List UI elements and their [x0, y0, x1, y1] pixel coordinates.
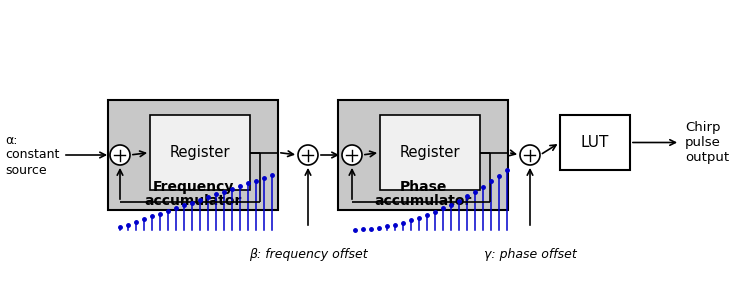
Text: γ: phase offset: γ: phase offset [483, 248, 576, 261]
Circle shape [298, 145, 318, 165]
Text: α:
constant
source: α: constant source [5, 133, 59, 176]
Bar [338, 100, 508, 210]
Circle shape [520, 145, 540, 165]
Text: Chirp
pulse
output: Chirp pulse output [685, 121, 729, 164]
Text: accumulator: accumulator [145, 194, 242, 208]
Text: Frequency: Frequency [152, 180, 233, 194]
Bar [108, 100, 278, 210]
Bar [380, 115, 480, 190]
Text: Phase: Phase [399, 180, 447, 194]
Text: LUT: LUT [581, 135, 609, 150]
Bar [150, 115, 250, 190]
Text: Register: Register [400, 145, 460, 160]
Circle shape [110, 145, 130, 165]
Circle shape [342, 145, 362, 165]
Text: accumulator: accumulator [374, 194, 471, 208]
Text: β: frequency offset: β: frequency offset [248, 248, 367, 261]
Text: Register: Register [169, 145, 230, 160]
Bar [560, 115, 630, 170]
